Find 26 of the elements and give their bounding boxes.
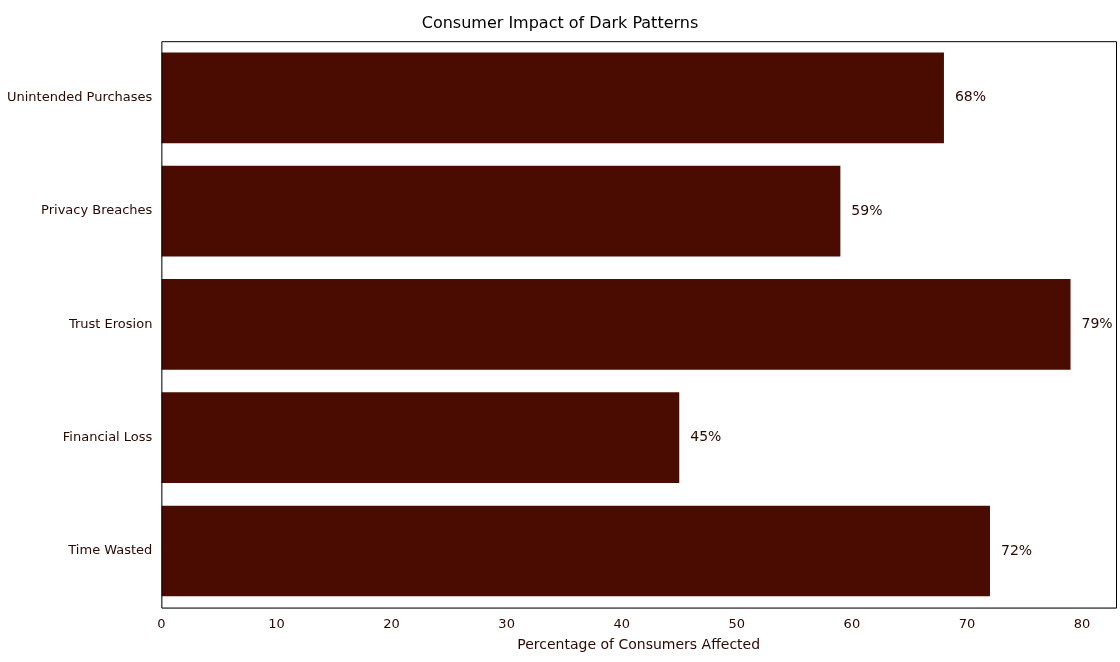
data-label: 72% [1000, 541, 1033, 558]
bar [161, 505, 990, 597]
x-axis-title: Percentage of Consumers Affected [517, 636, 761, 653]
x-tick-label: 40 [613, 615, 630, 631]
y-tick-label: Trust Erosion [67, 315, 153, 331]
y-tick-label: Unintended Purchases [6, 89, 153, 105]
y-tick-label: Time Wasted [67, 542, 153, 558]
y-tick-label: Privacy Breaches [41, 202, 153, 218]
data-label: 79% [1081, 315, 1113, 332]
x-tick-label: 80 [1073, 615, 1091, 631]
bar [161, 392, 680, 483]
x-tick-label: 60 [843, 615, 861, 631]
data-label: 45% [690, 428, 722, 445]
bar [161, 52, 944, 144]
data-label: 59% [851, 201, 883, 218]
x-tick-label: 70 [958, 615, 976, 631]
bar [161, 165, 841, 257]
x-tick-label: 30 [498, 615, 515, 631]
y-tick-label: Financial Loss [62, 429, 153, 445]
x-tick-label: 10 [268, 615, 285, 631]
x-tick-label: 20 [383, 615, 400, 631]
chart-title: Consumer Impact of Dark Patterns [421, 12, 699, 32]
data-label: 68% [954, 88, 987, 105]
x-tick-label: 50 [728, 615, 746, 631]
x-tick-label: 0 [157, 615, 166, 631]
bar [161, 279, 1071, 370]
